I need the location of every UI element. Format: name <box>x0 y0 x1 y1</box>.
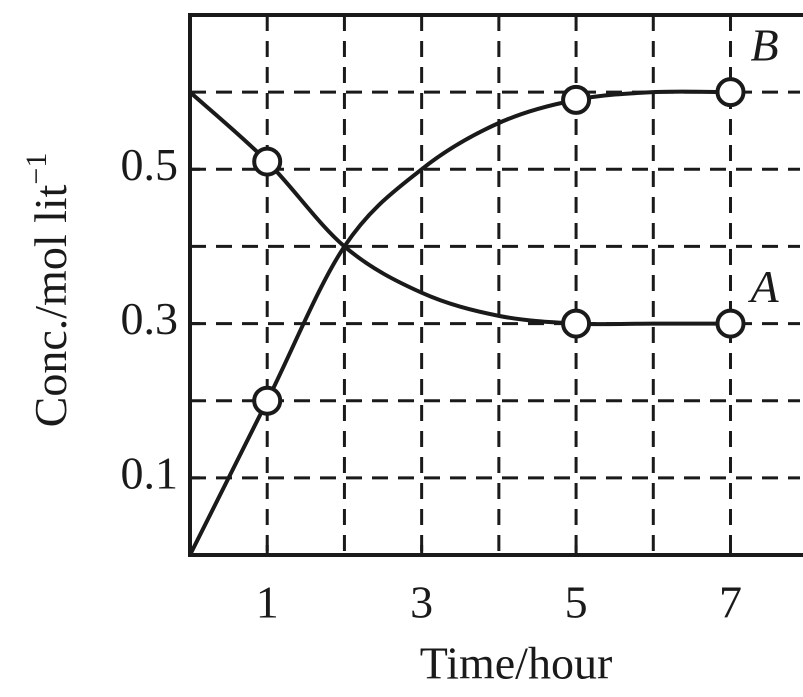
x-tick-label: 3 <box>410 577 433 628</box>
plot-frame <box>188 13 803 557</box>
x-tick-label: 1 <box>256 577 279 628</box>
data-point <box>561 308 592 339</box>
series-label: A <box>748 261 780 312</box>
x-tick-label: 7 <box>719 577 742 628</box>
series-line <box>188 90 731 327</box>
y-axis-label: Conc./mol lit−1 <box>20 153 76 428</box>
y-axis-label-text: Conc./mol lit <box>25 184 76 427</box>
data-point <box>252 146 283 177</box>
y-tick-label: 0.1 <box>121 447 179 498</box>
data-point <box>252 385 283 416</box>
series-label: B <box>751 20 779 71</box>
y-axis-label-exponent: −1 <box>20 153 53 185</box>
y-tick-label: 0.3 <box>121 293 179 344</box>
y-tick-label: 0.5 <box>121 139 179 190</box>
data-point <box>715 308 746 339</box>
data-point <box>715 77 746 108</box>
data-point <box>561 84 592 115</box>
x-tick-label: 5 <box>565 577 588 628</box>
x-axis-label: Time/hour <box>420 638 613 689</box>
